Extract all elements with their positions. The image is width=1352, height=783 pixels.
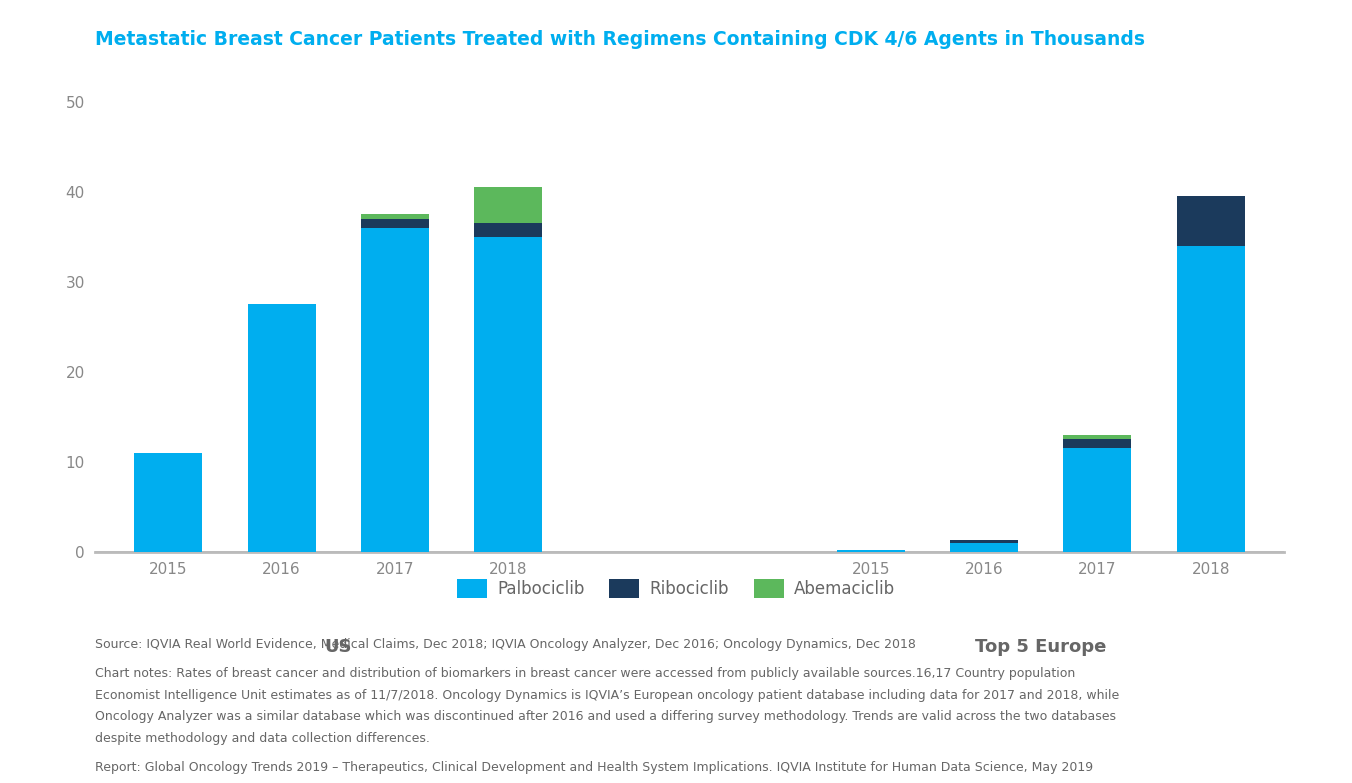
Bar [1064, 449, 1132, 552]
Bar [361, 219, 429, 228]
Bar [475, 237, 542, 552]
Text: Economist Intelligence Unit estimates as of 11/7/2018. Oncology Dynamics is IQVI: Economist Intelligence Unit estimates as… [95, 688, 1119, 702]
Bar [950, 543, 1018, 552]
Bar [475, 223, 542, 237]
Bar [361, 215, 429, 219]
Text: despite methodology and data collection differences.: despite methodology and data collection … [95, 732, 430, 745]
Text: Top 5 Europe: Top 5 Europe [975, 637, 1106, 655]
Text: Chart notes: Rates of breast cancer and distribution of biomarkers in breast can: Chart notes: Rates of breast cancer and … [95, 666, 1075, 680]
Legend: Palbociclib, Ribociclib, Abemaciclib: Palbociclib, Ribociclib, Abemaciclib [449, 570, 903, 606]
Bar [247, 305, 315, 552]
Bar [837, 550, 904, 552]
Text: Oncology Analyzer was a similar database which was discontinued after 2016 and u: Oncology Analyzer was a similar database… [95, 710, 1115, 723]
Text: Metastatic Breast Cancer Patients Treated with Regimens Containing CDK 4/6 Agent: Metastatic Breast Cancer Patients Treate… [95, 30, 1145, 49]
Text: Source: IQVIA Real World Evidence, Medical Claims, Dec 2018; IQVIA Oncology Anal: Source: IQVIA Real World Evidence, Medic… [95, 638, 915, 651]
Bar [1176, 246, 1245, 552]
Bar [1176, 197, 1245, 246]
Bar [1064, 439, 1132, 449]
Bar [950, 540, 1018, 543]
Bar [475, 187, 542, 223]
Bar [1064, 435, 1132, 439]
Bar [134, 453, 203, 552]
Text: US: US [324, 637, 352, 655]
Text: Report: Global Oncology Trends 2019 – Therapeutics, Clinical Development and Hea: Report: Global Oncology Trends 2019 – Th… [95, 761, 1092, 774]
Bar [361, 228, 429, 552]
